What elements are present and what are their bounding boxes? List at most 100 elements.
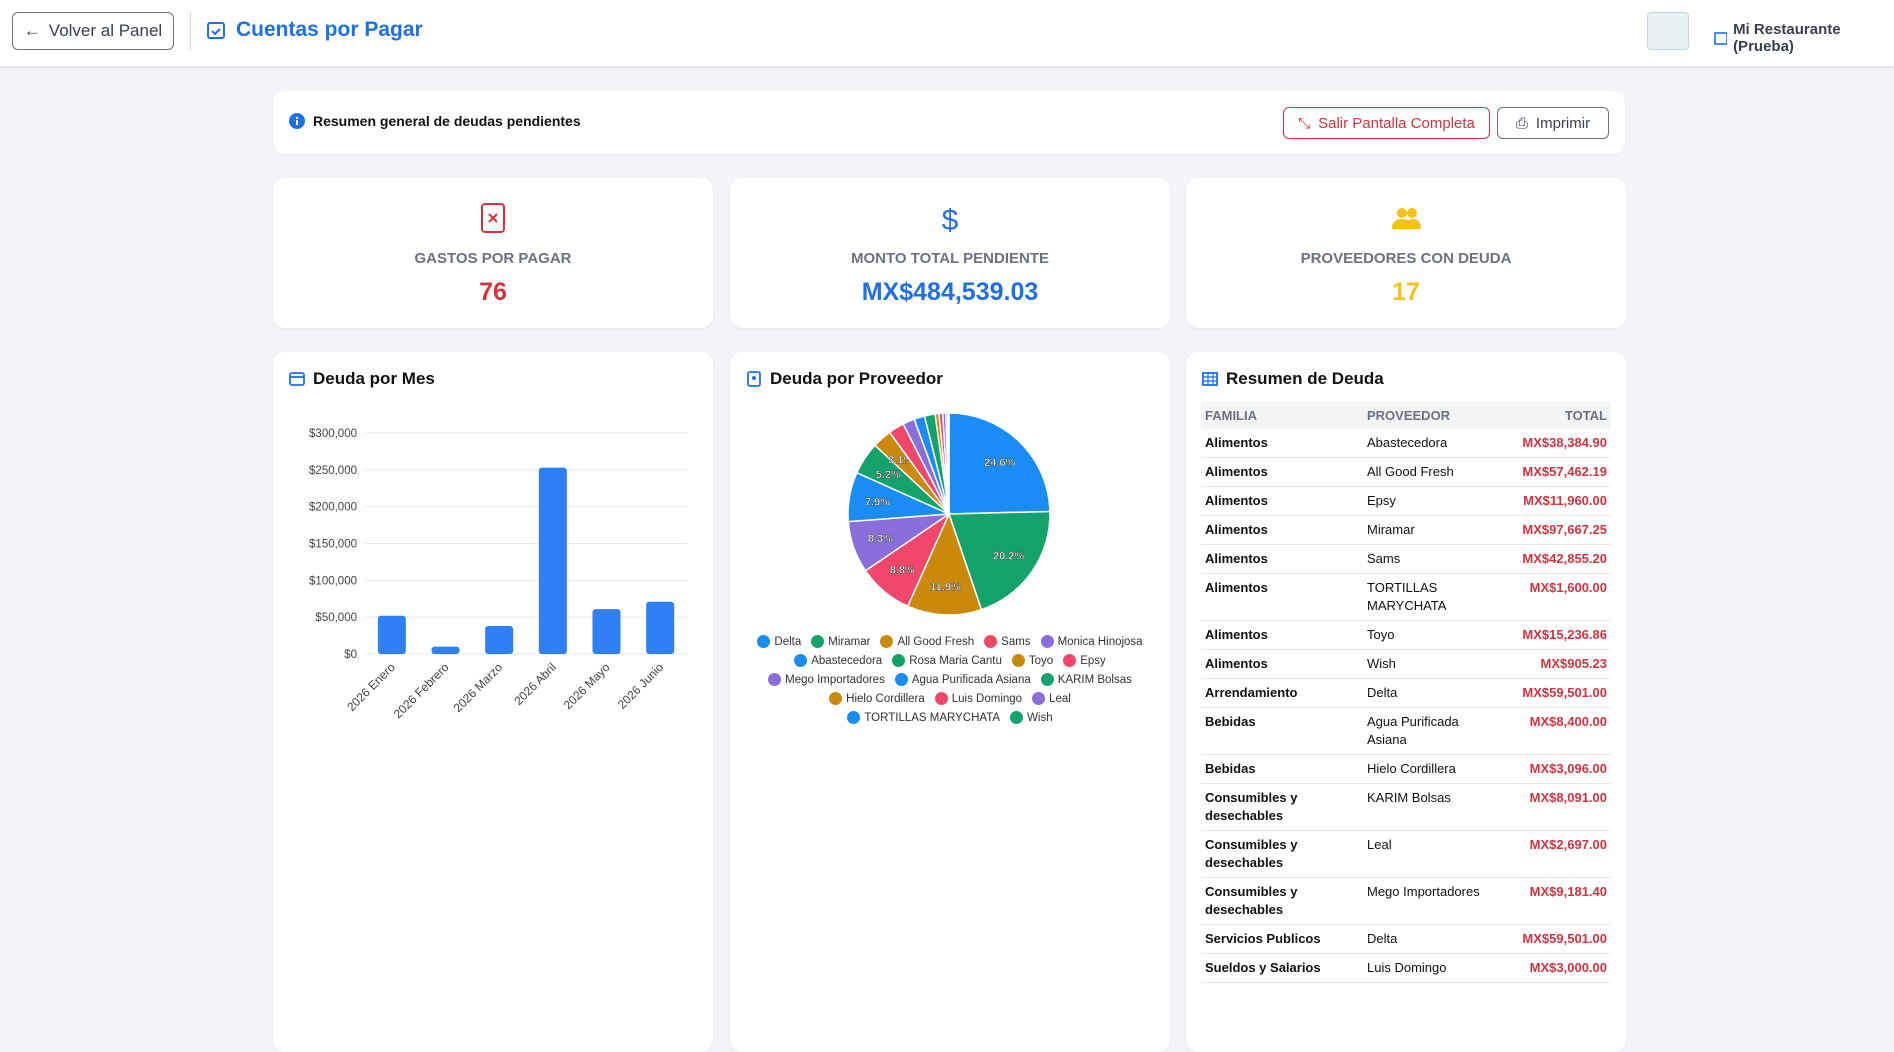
legend-item: All Good Fresh [880, 635, 974, 648]
table-cell: Wish [1363, 649, 1503, 679]
panel-title: Resumen de Deuda [1202, 369, 1384, 389]
legend-label: Luis Domingo [951, 692, 1023, 705]
card-label: MONTO TOTAL PENDIENTE [850, 250, 1050, 267]
table-cell: Sueldos y Salarios [1201, 953, 1363, 983]
slice-label: 24.6% [984, 457, 1015, 469]
legend-label: All Good Fresh [897, 635, 975, 648]
bar [431, 646, 460, 654]
table-cell: MX$8,400.00 [1503, 707, 1611, 755]
table-body: Alimentos Abastecedora MX$38,384.90 Aliment… [1201, 429, 1611, 983]
back-label: Volver al Panel [48, 21, 163, 40]
legend-item: Epsy [1063, 654, 1106, 667]
print-button[interactable]: ⎙ Imprimir [1497, 107, 1609, 139]
legend-swatch [1011, 654, 1025, 667]
stat-card: GASTOS POR PAGAR 76 [273, 178, 713, 328]
legend-label: Wish [1027, 711, 1053, 724]
bar [538, 467, 567, 654]
legend-swatch [829, 692, 843, 705]
back-button[interactable]: ← Volver al Panel [12, 12, 174, 50]
legend-swatch [934, 692, 948, 705]
legend-swatch [1040, 635, 1054, 648]
legend-label: Delta [774, 635, 802, 648]
legend-item: Abastecedora [794, 654, 882, 667]
y-tick-label: $250,000 [309, 465, 357, 477]
table-cell: MX$59,501.00 [1503, 924, 1611, 954]
legend-item: Mego Importadores [768, 673, 885, 686]
pie-slice [946, 412, 950, 515]
legend-item: Monica Hinojosa [1040, 635, 1143, 648]
legend-label: Agua Purificada Asiana [911, 673, 1031, 686]
logo [1647, 12, 1689, 50]
slice-label: 20.2% [993, 551, 1024, 563]
legend-item: Agua Purificada Asiana [894, 673, 1031, 686]
page-title: Cuentas por Pagar [206, 18, 423, 42]
table-cell: Leal [1363, 830, 1503, 878]
exit-fullscreen-button[interactable]: ⤡ Salir Pantalla Completa [1283, 107, 1490, 139]
legend-label: Leal [1049, 692, 1071, 705]
table-cell: Alimentos [1201, 429, 1363, 458]
legend-label: KARIM Bolsas [1057, 673, 1132, 686]
card-value: 17 [1392, 278, 1420, 306]
table-row: Alimentos Abastecedora MX$38,384.90 [1201, 429, 1611, 458]
pie-slice [948, 412, 1051, 515]
table-row: Consumibles y desechables Mego Importador… [1201, 877, 1611, 925]
legend-swatch [894, 673, 908, 686]
table-panel: Resumen de Deuda FAMILIA PROVEEDOR TOTAL Al… [1186, 352, 1626, 1052]
legend-item: Sams [984, 635, 1031, 648]
bar-chart: $0 $50,000 $100,000 $150,000 $200,000 $250,00… [309, 428, 687, 721]
icon [747, 371, 761, 387]
restaurant[interactable]: Mi Restaurante (Prueba) [1714, 21, 1894, 55]
x-tick-label: 2026 Marzo [451, 660, 506, 715]
card-value: 76 [479, 278, 507, 306]
icon: ⤡ [1298, 114, 1311, 132]
table-cell: MX$57,462.19 [1503, 457, 1611, 487]
table-row: Bebidas Hielo Cordillera MX$3,096.00 [1201, 754, 1611, 784]
card-label: GASTOS POR PAGAR [414, 250, 572, 267]
pie-chart: 24.6%20.2%11.9%8.8%8.3%7.9%5.2%3.1% [847, 412, 1051, 616]
x-tick-label: 2026 Junio [615, 660, 667, 712]
panel-title: Deuda por Proveedor [746, 369, 943, 389]
table-cell: MX$8,091.00 [1503, 783, 1611, 831]
icon: ⎙ [1515, 114, 1528, 132]
card-label: PROVEEDORES CON DEUDA [1300, 250, 1512, 267]
table-cell: Consumibles y desechables [1201, 877, 1363, 925]
x-tick-label: 2026 Febrero [391, 660, 452, 721]
legend-item: Rosa Maria Cantu [892, 654, 1002, 667]
y-tick-label: $100,000 [309, 575, 357, 587]
table-row: Alimentos All Good Fresh MX$57,462.19 [1201, 457, 1611, 487]
card-value: MX$484,539.03 [861, 278, 1039, 306]
table-row: Alimentos Wish MX$905.23 [1201, 649, 1611, 679]
legend-label: Sams [1001, 635, 1031, 648]
bar [485, 626, 514, 654]
y-tick-label: $200,000 [309, 502, 357, 514]
pie-slice [947, 510, 1051, 611]
table-cell: Arrendamiento [1201, 678, 1363, 708]
table-cell: Consumibles y desechables [1201, 830, 1363, 878]
table-cell: Alimentos [1201, 486, 1363, 516]
icon [289, 372, 305, 386]
summary: Resumen general de deudas pendientes [289, 113, 581, 129]
table-row: Bebidas Agua Purificada Asiana MX$8,400.00 [1201, 707, 1611, 755]
table-row: Sueldos y Salarios Luis Domingo MX$3,000.0… [1201, 953, 1611, 983]
legend-swatch [1032, 692, 1046, 705]
table-row: Alimentos Toyo MX$15,236.86 [1201, 620, 1611, 650]
table-cell: Alimentos [1201, 544, 1363, 574]
legend-swatch [1063, 654, 1077, 667]
stat-card: PROVEEDORES CON DEUDA 17 [1186, 178, 1626, 328]
slice-label: 8.3% [868, 533, 893, 545]
legend-label: Rosa Maria Cantu [909, 654, 1002, 667]
legend-item: Miramar [811, 635, 870, 648]
legend-item: TORTILLAS MARYCHATA [847, 711, 1000, 724]
table-row: Consumibles y desechables Leal MX$2,697.00 [1201, 830, 1611, 878]
y-tick-label: $0 [344, 649, 357, 661]
legend-label: TORTILLAS MARYCHATA [864, 711, 1001, 724]
legend-item: KARIM Bolsas [1040, 673, 1132, 686]
x-tick-label: 2026 Abril [511, 660, 559, 708]
table-cell: Consumibles y desechables [1201, 783, 1363, 831]
icon [1202, 372, 1218, 386]
table-cell: Alimentos [1201, 515, 1363, 545]
legend-item: Toyo [1011, 654, 1053, 667]
legend-item: Leal [1032, 692, 1071, 705]
table-cell: Alimentos [1201, 573, 1363, 621]
card-icon: $ [942, 204, 959, 234]
